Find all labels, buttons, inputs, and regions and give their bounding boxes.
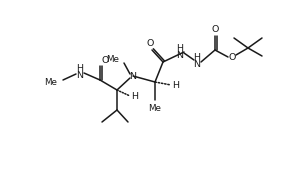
Text: O: O: [228, 53, 236, 61]
Text: O: O: [211, 24, 219, 33]
Text: Me: Me: [149, 103, 161, 112]
Text: N: N: [76, 70, 83, 80]
Text: O: O: [101, 56, 109, 65]
Text: H: H: [177, 43, 183, 53]
Text: Me: Me: [106, 55, 119, 63]
Text: H: H: [76, 63, 83, 73]
Text: N: N: [194, 60, 200, 68]
Text: N: N: [130, 71, 136, 80]
Text: H: H: [132, 92, 138, 100]
Text: Me: Me: [44, 78, 57, 87]
Text: H: H: [194, 53, 200, 61]
Text: O: O: [146, 38, 154, 48]
Text: N: N: [177, 51, 183, 60]
Text: H: H: [173, 80, 179, 90]
